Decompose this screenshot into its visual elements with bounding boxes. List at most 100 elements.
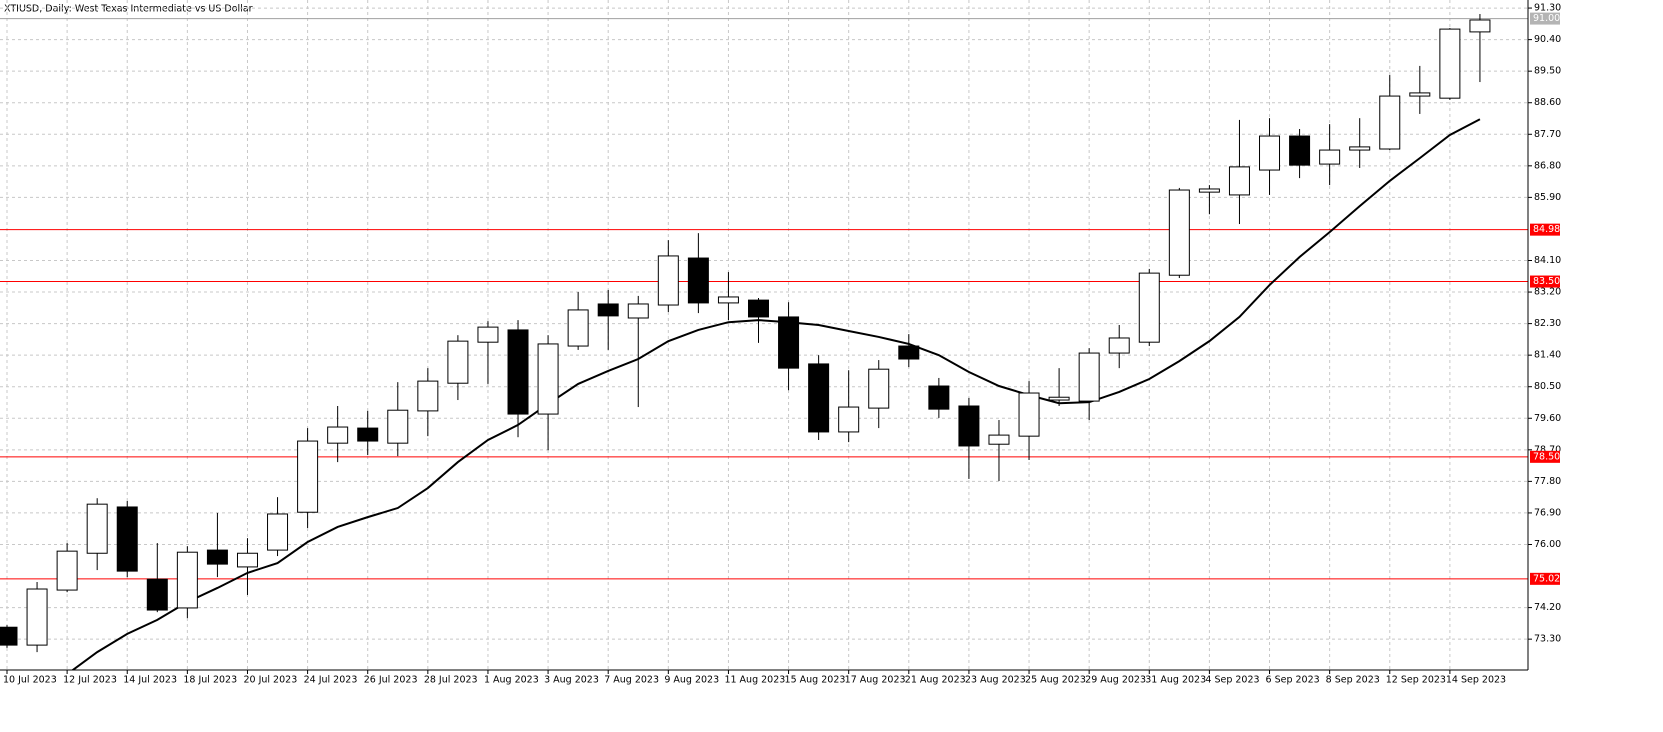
x-tick-label: 17 Aug 2023 [845,675,906,686]
x-tick-label: 31 Aug 2023 [1145,675,1206,686]
candle-body [748,299,769,318]
x-tick-label: 20 Jul 2023 [243,675,297,686]
candle-body [567,309,589,347]
candle-body [1379,95,1401,150]
level-label: 83.50 [1533,276,1560,287]
x-tick-label: 10 Jul 2023 [3,675,57,686]
candle-body [327,426,349,444]
candle-body [597,303,619,317]
candle-body [417,380,439,412]
y-tick-label: 74.20 [1534,602,1561,613]
candle-body [928,385,950,410]
candle-body [1138,272,1160,343]
candle-body [1259,135,1281,171]
candle-body [1228,166,1250,196]
y-tick-label: 73.30 [1534,634,1561,645]
candle-body [808,363,830,433]
candle-body [146,578,168,611]
x-tick-label: 7 Aug 2023 [604,675,659,686]
chart-title: XTIUSD, Daily: West Texas Intermediate v… [4,4,253,15]
candle-body [537,343,559,415]
x-tick-label: 1 Aug 2023 [484,675,539,686]
x-tick-label: 26 Jul 2023 [364,675,418,686]
y-tick-label: 90.40 [1534,34,1561,45]
x-tick-label: 11 Aug 2023 [724,675,785,686]
candle-body [657,255,679,306]
candle-body [1469,19,1491,33]
candle-body [387,409,409,444]
candle-body [477,326,499,343]
candle-body [176,551,198,609]
x-tick-label: 14 Jul 2023 [123,675,177,686]
x-tick-label: 23 Aug 2023 [965,675,1026,686]
candle-body [0,626,18,646]
level-label-box [1530,450,1560,463]
candle-body [1048,396,1070,401]
candle-body [1319,149,1341,165]
y-tick-label: 79.60 [1534,413,1561,424]
x-tick-label: 25 Aug 2023 [1025,675,1086,686]
candle-body [297,440,319,513]
candle-body [1289,135,1311,166]
candle-body [1168,189,1190,276]
x-tick-label: 8 Sep 2023 [1326,675,1380,686]
y-tick-label: 89.50 [1534,66,1561,77]
y-tick-label: 91.30 [1534,3,1561,14]
candle-body [86,503,108,554]
x-tick-label: 18 Jul 2023 [183,675,237,686]
y-tick-label: 87.70 [1534,129,1561,140]
y-tick-label: 80.50 [1534,381,1561,392]
y-tick-label: 81.40 [1534,350,1561,361]
candle-body [267,513,289,551]
y-tick-label: 86.80 [1534,160,1561,171]
x-tick-label: 12 Jul 2023 [63,675,117,686]
candle-body [56,550,78,591]
x-tick-label: 12 Sep 2023 [1386,675,1446,686]
candle-body [1349,146,1371,151]
y-tick-label: 82.30 [1534,318,1561,329]
moving-average-line [71,118,1481,670]
x-tick-label: 14 Sep 2023 [1446,675,1506,686]
candle-body [958,405,980,447]
x-tick-label: 9 Aug 2023 [664,675,719,686]
candle-body [507,329,529,415]
candle-body [1409,92,1431,97]
candle-body [838,406,860,433]
candle-body [26,588,48,646]
level-label: 84.98 [1533,224,1560,235]
x-tick-label: 15 Aug 2023 [785,675,846,686]
candle-body [116,506,138,572]
candle-body [778,316,800,369]
current-price-box [1530,12,1560,25]
candle-body [206,549,228,565]
x-tick-label: 21 Aug 2023 [905,675,966,686]
level-label: 78.50 [1533,451,1560,462]
y-tick-label: 77.80 [1534,476,1561,487]
level-label-box [1530,275,1560,288]
x-tick-label: 6 Sep 2023 [1266,675,1320,686]
level-label-box [1530,223,1560,236]
x-tick-label: 4 Sep 2023 [1205,675,1259,686]
candle-body [1108,337,1130,354]
x-tick-label: 24 Jul 2023 [304,675,358,686]
level-label: 75.02 [1533,573,1560,584]
candle-body [236,552,258,568]
x-tick-label: 3 Aug 2023 [544,675,599,686]
candle-body [1018,392,1040,437]
candle-body [1078,352,1100,402]
y-tick-label: 88.60 [1534,97,1561,108]
candle-body [1439,28,1461,99]
candle-body [357,427,379,442]
candle-body [1198,188,1220,193]
candle-body [868,368,890,409]
x-tick-label: 29 Aug 2023 [1085,675,1146,686]
y-tick-label: 85.90 [1534,192,1561,203]
candle-body [717,296,739,304]
plot-area [0,0,1528,670]
candle-body [447,340,469,384]
candle-body [988,434,1010,445]
candle-body [687,257,709,304]
candle-body [627,303,649,319]
